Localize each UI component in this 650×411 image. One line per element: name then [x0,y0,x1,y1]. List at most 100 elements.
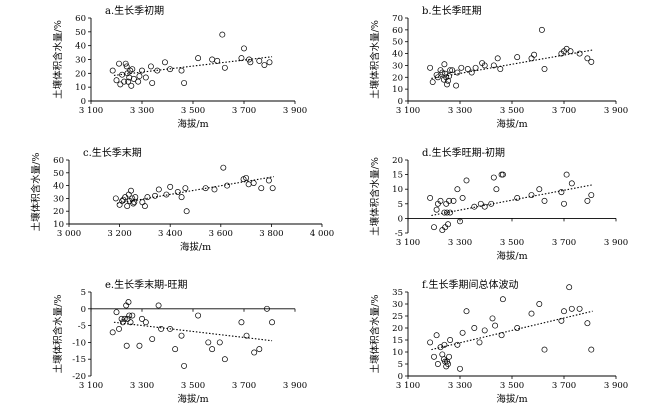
data-point [441,61,448,68]
data-point [125,78,132,85]
data-point [458,64,465,71]
data-point [471,325,478,331]
data-point [119,319,126,326]
x-tick-label: 3 700 [552,238,576,248]
data-point [116,201,123,208]
data-point [243,332,250,339]
y-tick-label: 20 [75,69,86,79]
data-point [541,66,548,72]
chart-title: f.生长季期间总体波动 [422,278,519,291]
x-tick-label: 3 900 [283,381,307,391]
data-point [541,346,548,353]
data-point [568,305,575,312]
data-point [494,55,501,62]
data-point [514,325,521,331]
data-point [437,197,444,204]
data-point [584,320,591,327]
data-point [441,209,448,216]
data-point [135,78,142,85]
data-point [161,59,168,66]
data-point [123,342,130,349]
data-point [497,66,504,72]
data-point [433,332,440,339]
data-point [265,177,272,184]
data-point [490,62,497,69]
y-tick-label: 40 [75,42,86,52]
y-tick-label: 5 [398,360,403,370]
x-axis-label: 海拔/m [180,241,211,253]
data-point [439,351,446,358]
x-axis-label: 海拔/m [496,250,527,262]
chart-panel-4: -20 -15 -10 -5 0 5 3 100 3 300 3 500 3 700 3 900 e.… [52,278,307,405]
x-tick-label: 3 900 [604,106,628,116]
data-point [139,199,146,206]
data-point [116,326,123,332]
data-point [221,356,228,363]
data-point [434,74,441,81]
x-tick-label: 3 700 [552,381,576,391]
data-point [588,346,595,353]
data-point [181,362,188,369]
y-tick-label: 40 [53,182,64,192]
trend-line [113,56,273,76]
data-point [445,361,451,367]
data-point [141,203,148,210]
data-point [499,296,506,303]
y-tick-label: 60 [53,156,64,166]
data-point [132,194,139,201]
data-point [476,339,483,346]
data-point [442,224,449,231]
chart-panel-3: -5 0 5 10 15 20 3 100 3 300 3 500 3 700 3 900 d.生长季… [369,146,628,262]
data-point [459,195,466,201]
data-point [477,200,484,207]
x-tick-label: 3 800 [259,229,283,239]
x-axis-label: 海拔/m [177,118,208,130]
data-point [129,66,136,73]
data-point [264,305,270,312]
data-point [121,78,128,85]
y-tick-label: -5 [395,229,403,239]
x-tick-label: 3 500 [500,238,524,248]
data-point [155,302,162,309]
data-point [427,195,434,201]
chart-title: b.生长季旺期 [422,4,482,17]
data-point [149,80,156,86]
data-point [566,284,573,291]
y-tick-label: 15 [392,171,403,181]
data-point [439,227,446,234]
y-tick-label: 20 [53,207,64,217]
data-point [433,206,440,213]
y-tick-label: 5 [81,288,86,298]
data-point [123,63,130,70]
data-point [453,82,460,89]
chart-title: e.生长季末期-旺期 [105,278,187,291]
data-point [538,26,545,33]
data-point [429,79,436,85]
data-point [488,200,495,207]
chart-panel-0: 0 10 20 30 40 50 60 3 100 3 300 3 500 3 700 3 900 a.… [52,4,307,130]
data-point [472,64,479,71]
data-point [126,312,133,319]
chart-title: a.生长季初期 [105,4,164,17]
data-point [446,73,453,80]
data-point [109,67,116,74]
data-point [444,81,450,88]
data-point [588,58,595,65]
data-point [182,185,189,192]
data-point [558,317,565,324]
y-tick-label: 0 [81,305,86,315]
y-tick-label: 20 [392,73,403,83]
x-tick-label: 3 100 [79,106,103,116]
data-point [142,74,149,81]
data-point [464,66,471,72]
data-point [250,180,257,186]
x-tick-label: 3 500 [181,106,205,116]
data-point [167,326,173,332]
data-point [588,192,595,198]
data-point [136,342,143,349]
data-point [471,203,478,210]
x-tick-label: 3 600 [209,229,233,239]
data-point [261,62,268,68]
x-tick-label: 3 900 [283,106,307,116]
